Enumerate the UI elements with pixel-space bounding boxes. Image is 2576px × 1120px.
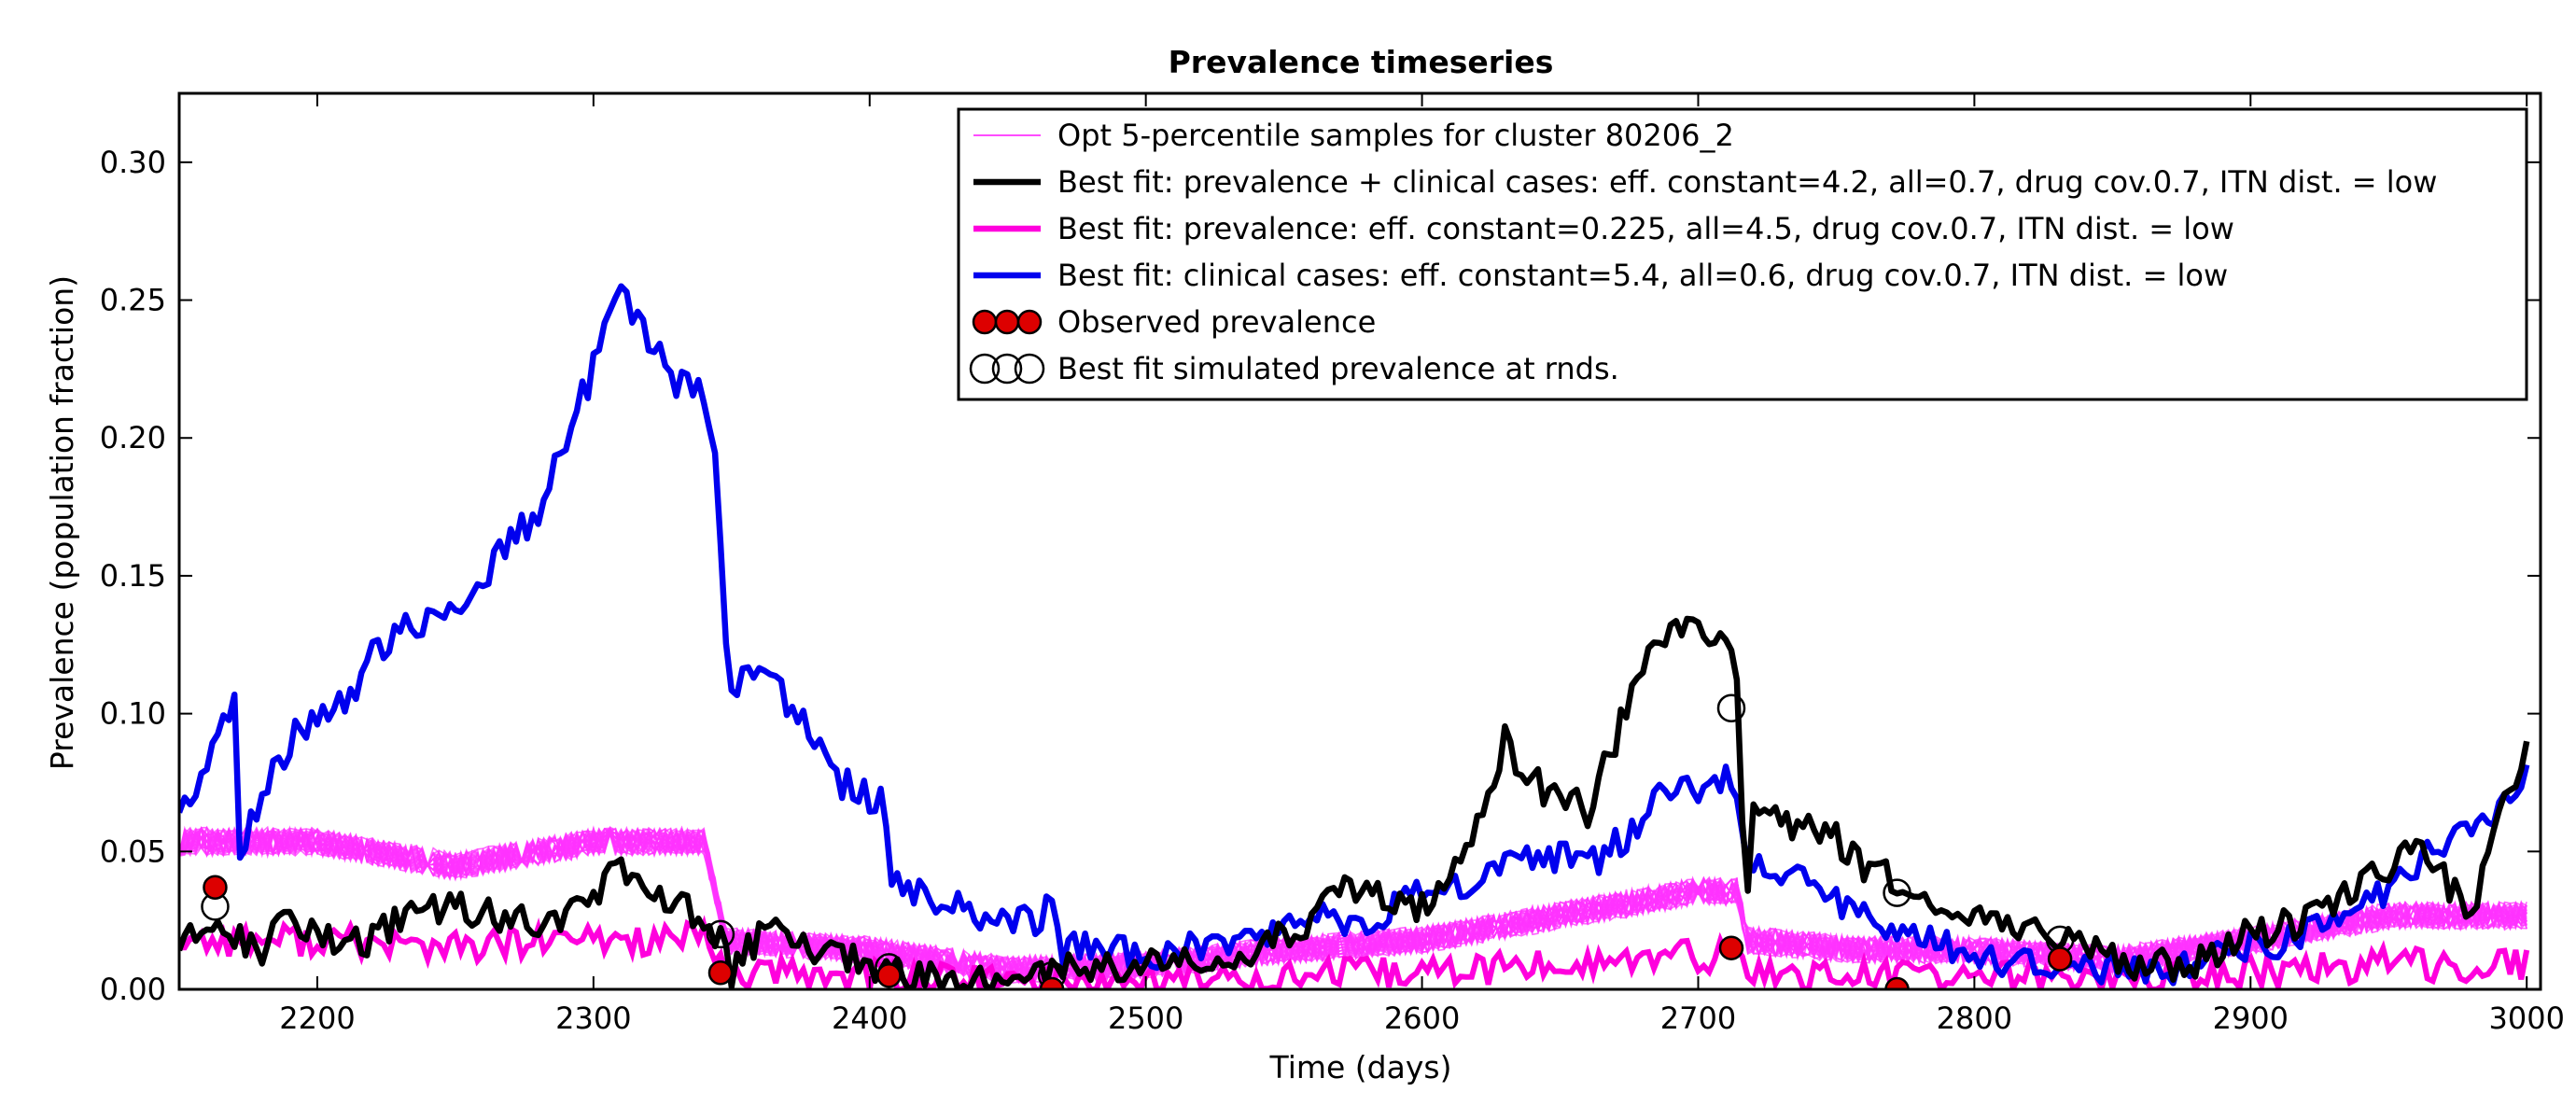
observed-prevalence-point (1884, 976, 1910, 989)
sample-line (179, 826, 2527, 983)
simulated-prevalence-point (706, 919, 735, 949)
legend-label: Best fit: prevalence + clinical cases: e… (1057, 164, 2437, 200)
legend-swatch-simulated (1014, 353, 1045, 385)
y-tick-label: 0.30 (100, 145, 166, 180)
legend: Opt 5-percentile samples for cluster 802… (957, 107, 2528, 401)
observed-prevalence-point (1718, 935, 1744, 960)
legend-swatch-simulated (969, 353, 1001, 385)
observed-prevalence-point (2047, 946, 2073, 972)
simulated-prevalence-point (1716, 693, 1746, 722)
y-tick-label: 0.00 (100, 972, 166, 1007)
legend-box (957, 107, 2528, 401)
x-tick-label: 2300 (555, 1001, 631, 1036)
legend-swatch-simulated (991, 353, 1023, 385)
simulated-prevalence-point (1883, 878, 1911, 907)
x-tick-label: 2400 (832, 1001, 907, 1036)
x-tick-label: 3000 (2488, 1001, 2564, 1036)
x-tick-label: 2700 (1660, 1001, 1736, 1036)
chart-title: Prevalence timeseries (1169, 44, 1554, 80)
y-tick-label: 0.25 (100, 283, 166, 318)
legend-label: Observed prevalence (1057, 304, 1376, 340)
legend-label: Best fit simulated prevalence at rnds. (1057, 351, 1619, 386)
plot-area (179, 283, 2530, 989)
legend-swatch-observed (972, 309, 998, 335)
observed-prevalence-point (707, 960, 734, 986)
legend-label: Best fit: clinical cases: eff. constant=… (1057, 258, 2228, 293)
y-tick-label: 0.10 (100, 696, 166, 732)
x-tick-label: 2200 (279, 1001, 355, 1036)
best-fit-prevalence-clinical-line (179, 615, 2530, 989)
x-tick-label: 2900 (2213, 1001, 2289, 1036)
legend-label: Best fit: prevalence: eff. constant=0.22… (1057, 211, 2234, 246)
x-axis-label: Time (days) (1269, 1049, 1452, 1085)
y-tick-label: 0.15 (100, 558, 166, 594)
y-axis-label: Prevalence (population fraction) (44, 275, 80, 770)
x-tick-label: 2500 (1108, 1001, 1183, 1036)
best-fit-clinical-line (179, 283, 2530, 987)
x-tick-label: 2800 (1937, 1001, 2012, 1036)
best-fit-prevalence-line (179, 915, 2530, 989)
y-tick-label: 0.20 (100, 420, 166, 455)
legend-label: Opt 5-percentile samples for cluster 802… (1057, 118, 1734, 153)
legend-swatch-observed (1016, 309, 1043, 335)
plot-frame (177, 91, 2542, 991)
observed-prevalence-point (1039, 976, 1065, 989)
axis-ticks: 2200 2300 2400 2500 2600 2700 2800 2900 3000 0.00… (100, 93, 2565, 1036)
observed-prevalence-point (203, 875, 228, 900)
legend-swatch-observed (994, 309, 1020, 335)
observed-prevalence-point (876, 962, 902, 988)
y-tick-label: 0.05 (100, 833, 166, 869)
x-tick-label: 2600 (1384, 1001, 1460, 1036)
